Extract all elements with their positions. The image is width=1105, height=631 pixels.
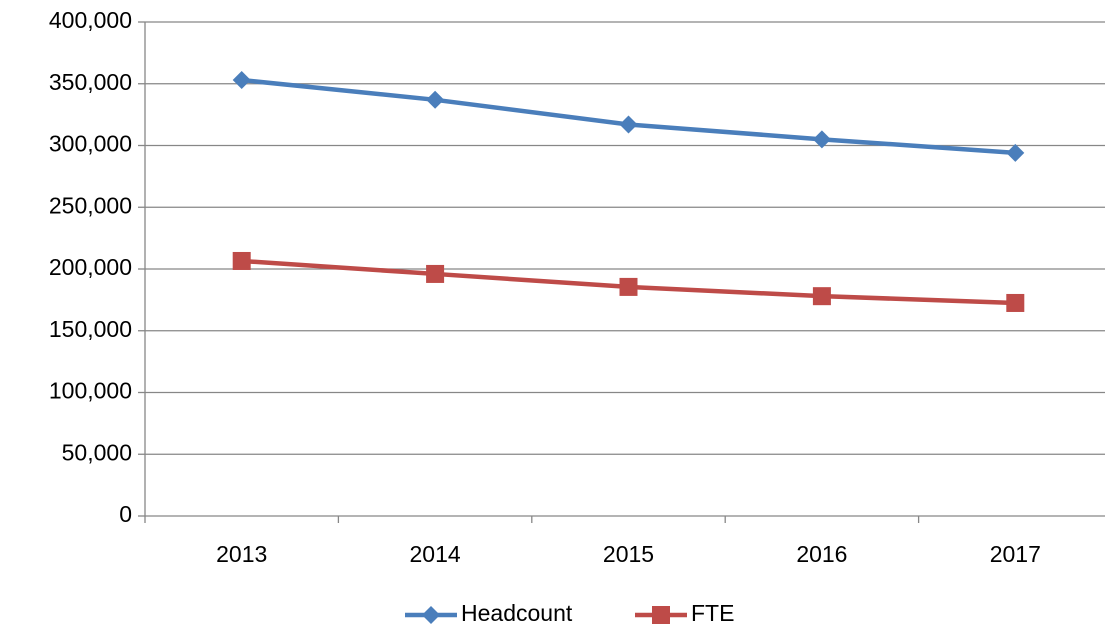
y-tick-label: 250,000 (49, 192, 132, 218)
x-tick-label: 2015 (603, 541, 654, 567)
marker (652, 606, 670, 624)
marker (619, 277, 638, 296)
marker (812, 287, 831, 306)
y-tick-label: 350,000 (49, 69, 132, 95)
y-tick-label: 300,000 (49, 131, 132, 157)
marker (426, 90, 445, 109)
x-tick-label: 2016 (796, 541, 847, 567)
legend-label: Headcount (461, 600, 573, 626)
marker (619, 115, 638, 134)
x-tick-label: 2014 (410, 541, 461, 567)
y-tick-label: 150,000 (49, 316, 132, 342)
legend-label: FTE (691, 600, 734, 626)
y-tick-label: 100,000 (49, 378, 132, 404)
x-tick-label: 2017 (990, 541, 1041, 567)
marker (232, 251, 251, 270)
marker (1006, 143, 1025, 162)
y-tick-label: 200,000 (49, 254, 132, 280)
marker (812, 130, 831, 149)
marker (426, 264, 445, 283)
marker (422, 606, 440, 624)
x-tick-label: 2013 (216, 541, 267, 567)
y-tick-label: 50,000 (62, 439, 132, 465)
marker (1006, 293, 1025, 312)
y-tick-label: 0 (119, 501, 132, 527)
y-tick-label: 400,000 (49, 7, 132, 33)
marker (232, 71, 251, 90)
